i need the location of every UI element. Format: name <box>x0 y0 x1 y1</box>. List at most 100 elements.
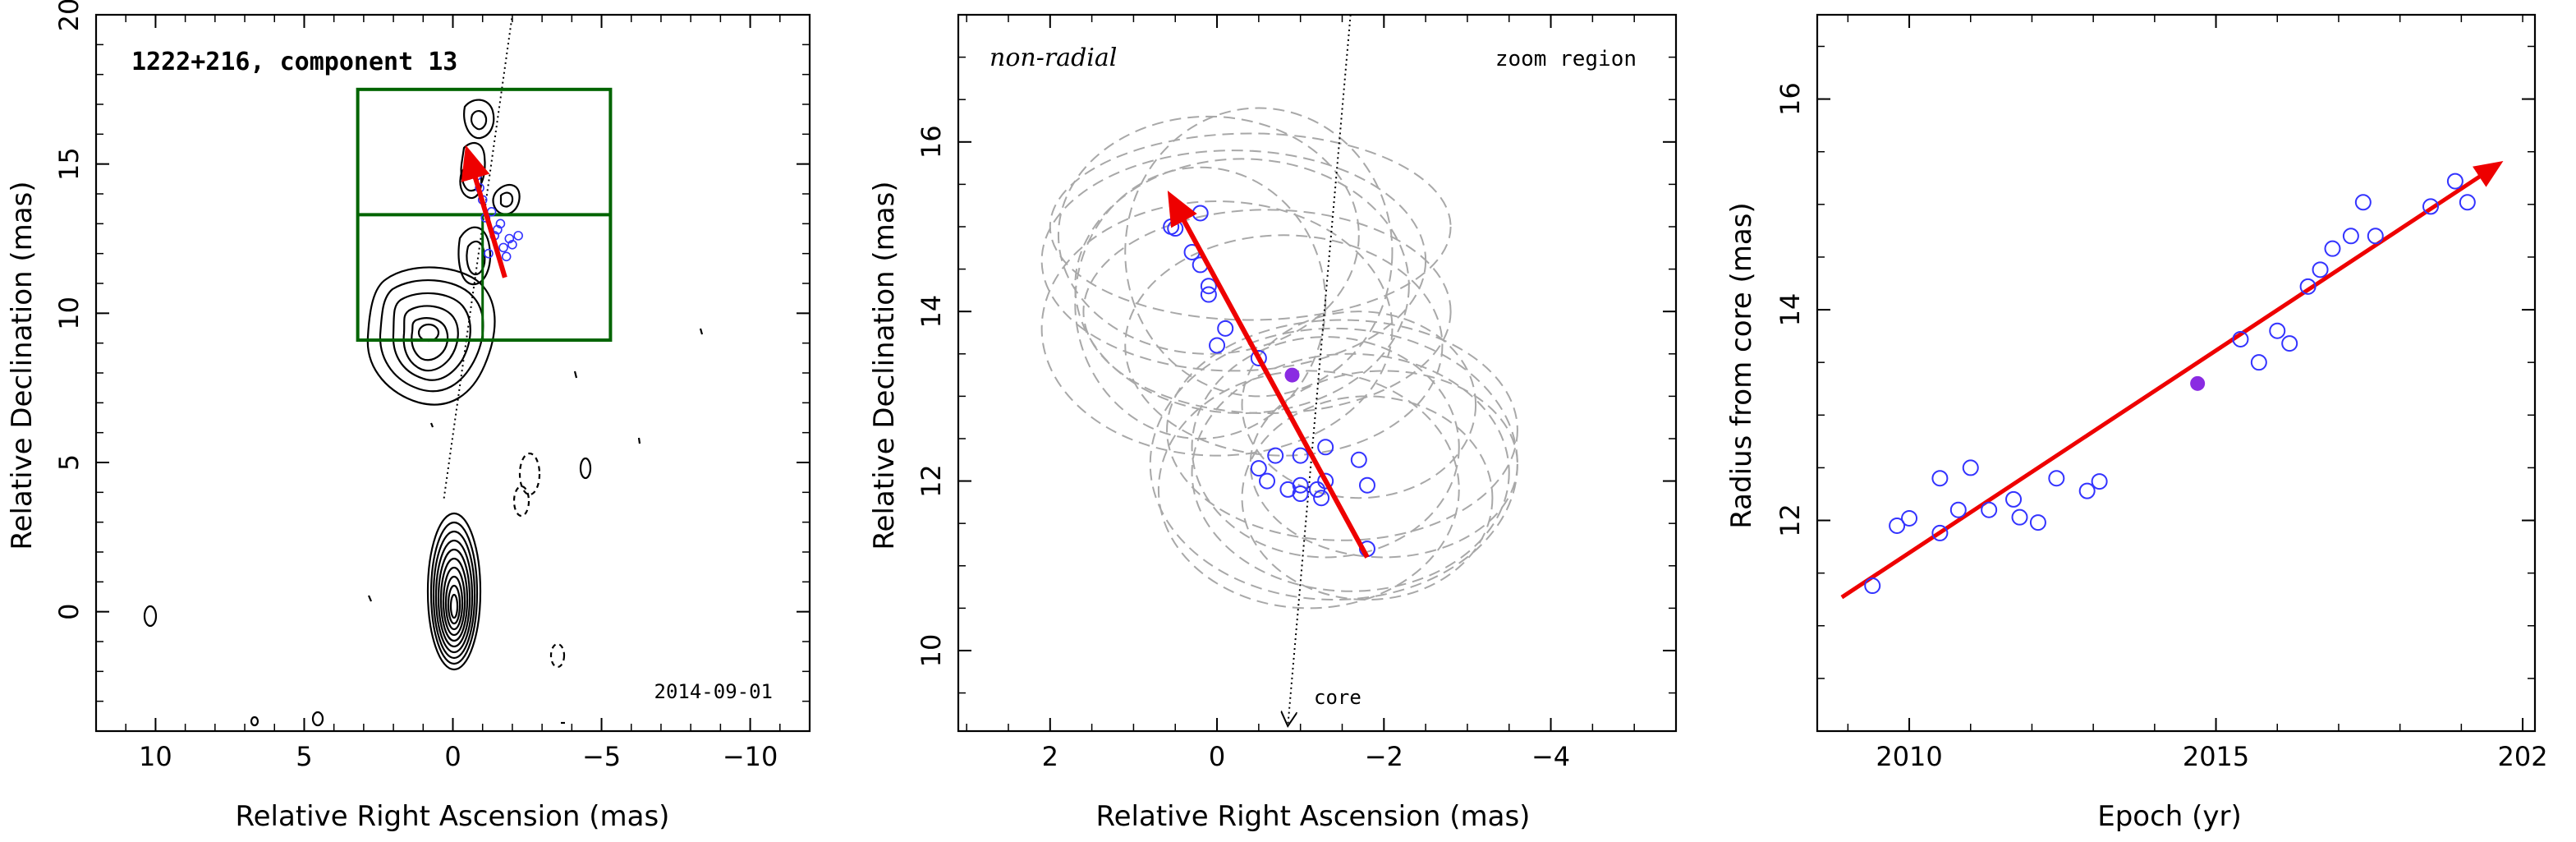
map-x-axis-title: Relative Right Ascension (mas) <box>236 800 670 833</box>
y-tick-label: 12 <box>1775 504 1806 537</box>
component-point <box>513 231 523 241</box>
epoch-point <box>2446 173 2464 190</box>
beam-ellipse <box>1124 234 1444 457</box>
x-tick-label: −5 <box>582 741 621 772</box>
y-tick-label: 5 <box>53 454 85 471</box>
epoch-point <box>1949 501 1967 518</box>
mean-epoch-point <box>2190 375 2206 391</box>
zoom-plot-area <box>1040 107 1518 610</box>
component-point <box>1200 286 1217 303</box>
x-tick-label: 2015 <box>2183 741 2249 772</box>
radius-epoch-panel: 2010 2015 12 14 16 202 <box>1775 13 2548 772</box>
component-point <box>1309 481 1325 498</box>
zoom-region-label: zoom region <box>1495 47 1637 71</box>
beam-ellipse <box>1149 327 1518 601</box>
epoch-point <box>2354 194 2372 211</box>
component-point <box>1292 447 1309 464</box>
component-point <box>501 251 512 262</box>
beam-ellipse <box>1082 209 1452 415</box>
epoch-point <box>2422 198 2440 215</box>
beam-ellipse <box>1191 336 1460 559</box>
y-tick-label: 10 <box>916 634 947 668</box>
epoch-point <box>2269 322 2286 339</box>
beam-ellipse <box>1157 370 1460 610</box>
component-point <box>1200 278 1217 295</box>
beam-ellipse <box>1074 166 1327 439</box>
beam-ellipse <box>1241 311 1477 499</box>
component-point <box>1250 460 1267 477</box>
component-point <box>484 248 494 259</box>
component-point <box>1292 476 1309 494</box>
y-tick-label: 14 <box>916 295 947 329</box>
beam-ellipse <box>1249 370 1518 559</box>
radius-y-axis-title: Radius from core (mas) <box>1725 202 1758 528</box>
beam-ellipse <box>1124 107 1394 398</box>
component-point <box>1267 447 1284 464</box>
beam-ellipse <box>1191 352 1510 592</box>
map-y-axis-title: Relative Declination (mas) <box>6 181 39 550</box>
trend-arrow <box>1840 160 2504 600</box>
component-point <box>495 219 506 229</box>
component-point <box>1358 476 1375 494</box>
epoch-point <box>1931 470 1949 487</box>
x-tick-label: 5 <box>296 741 312 772</box>
epoch-point <box>2250 354 2267 371</box>
component-point <box>498 242 508 253</box>
x-tick-label: 0 <box>1209 741 1225 772</box>
plot-frame <box>1816 13 2537 733</box>
y-tick-label: 20 <box>53 0 85 31</box>
beam-ellipse <box>1166 319 1518 541</box>
x-tick-label: 0 <box>444 741 461 772</box>
epoch-x-axis-title: Epoch (yr) <box>2097 800 2242 833</box>
component-point <box>1317 472 1334 490</box>
component-point <box>1313 490 1330 507</box>
epoch-point <box>1864 577 1881 595</box>
epoch-point <box>2324 240 2341 257</box>
beam-ellipse <box>1241 395 1494 601</box>
epoch-point <box>2078 482 2096 499</box>
core-direction-line <box>1288 14 1352 725</box>
component-point <box>1317 439 1334 456</box>
y-tick-label: 10 <box>53 297 85 330</box>
beam-ellipse <box>1057 115 1360 355</box>
component-point <box>1292 485 1309 503</box>
x-tick-label: 2 <box>1042 741 1058 772</box>
plot-frame <box>957 13 1678 733</box>
epoch-point <box>1962 459 1979 476</box>
component-point <box>507 239 517 250</box>
y-tick-label: 12 <box>916 464 947 498</box>
epoch-point <box>2342 228 2359 245</box>
x-tick-label: 202 <box>2498 741 2548 772</box>
beam-ellipse <box>1040 200 1394 457</box>
zoom-x-axis-title: Relative Right Ascension (mas) <box>1096 800 1531 833</box>
motion-arrow <box>461 145 507 278</box>
epoch-point <box>2367 228 2384 245</box>
component-point <box>1217 320 1234 337</box>
epoch-point <box>2281 335 2298 352</box>
mean-position-point <box>1284 367 1300 383</box>
beam-ellipse <box>1074 158 1410 415</box>
x-tick-label: −4 <box>1531 741 1570 772</box>
y-tick-label: 15 <box>53 147 85 181</box>
core-label: core <box>1314 686 1361 709</box>
y-tick-label: 0 <box>53 603 85 619</box>
x-tick-label: −2 <box>1365 741 1403 772</box>
epoch-point <box>1889 517 1906 534</box>
epoch-point <box>2005 490 2023 508</box>
radio-contours <box>143 99 704 727</box>
component-point <box>1259 472 1276 490</box>
y-tick-label: 14 <box>1775 293 1806 327</box>
epoch-point <box>2299 278 2317 295</box>
beam-ellipse <box>1040 150 1427 372</box>
map-epoch-annotation: 2014-09-01 <box>654 680 774 703</box>
motion-arrow <box>1167 190 1370 559</box>
map-title: 1222+216, component 13 <box>131 48 457 76</box>
x-tick-label: 2010 <box>1876 741 1942 772</box>
epoch-point <box>1981 501 1998 518</box>
epoch-point <box>2459 194 2476 211</box>
component-point <box>1192 205 1209 222</box>
epoch-point <box>2232 330 2249 347</box>
component-point <box>1350 451 1367 468</box>
zoom-y-axis-title: Relative Declination (mas) <box>868 181 901 550</box>
